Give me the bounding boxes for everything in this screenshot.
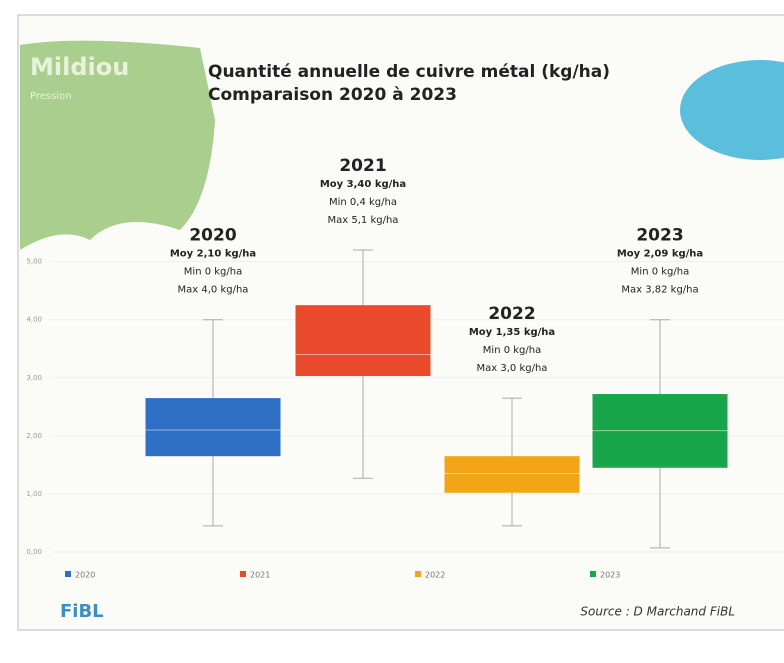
annotation: Max 4,0 kg/ha <box>178 285 249 296</box>
corner-title: Mildiou <box>30 53 129 81</box>
annotation: Moy 2,09 kg/ha <box>617 249 703 260</box>
y-tick-label: 0,00 <box>26 548 42 556</box>
y-tick-label: 1,00 <box>26 490 42 498</box>
annotation: Max 3,82 kg/ha <box>621 285 698 296</box>
corner-subtitle: Pression <box>30 91 72 102</box>
legend-label: 2021 <box>250 571 270 580</box>
logo: FiBL <box>60 601 104 622</box>
source: Source : D Marchand FiBL <box>580 605 735 619</box>
y-tick-label: 2,00 <box>26 432 42 440</box>
legend-swatch <box>65 571 71 577</box>
green-wash <box>20 40 215 250</box>
legend-swatch <box>240 571 246 577</box>
legend-label: 2020 <box>75 571 95 580</box>
annotation: Min 0 kg/ha <box>631 267 689 278</box>
legend-swatch <box>415 571 421 577</box>
year-label: 2021 <box>339 156 386 176</box>
y-tick-label: 5,00 <box>26 258 42 266</box>
annotation: Min 0,4 kg/ha <box>329 197 397 208</box>
year-label: 2020 <box>189 226 236 246</box>
year-label: 2023 <box>636 226 683 246</box>
annotation: Moy 3,40 kg/ha <box>320 179 406 190</box>
box <box>295 305 431 377</box>
annotation: Min 0 kg/ha <box>483 345 541 356</box>
chart-subtitle: Comparaison 2020 à 2023 <box>208 85 457 105</box>
y-tick-label: 4,00 <box>26 316 42 324</box>
y-tick-label: 3,00 <box>26 374 42 382</box>
year-label: 2022 <box>488 304 535 324</box>
annotation: Moy 1,35 kg/ha <box>469 327 555 338</box>
annotation: Moy 2,10 kg/ha <box>170 249 256 260</box>
annotation: Min 0 kg/ha <box>184 267 242 278</box>
annotation: Max 3,0 kg/ha <box>477 363 548 374</box>
annotation: Max 5,1 kg/ha <box>328 215 399 226</box>
legend-label: 2022 <box>425 571 445 580</box>
box <box>444 456 580 493</box>
legend-swatch <box>590 571 596 577</box>
blue-blob <box>680 60 784 160</box>
chart-title: Quantité annuelle de cuivre métal (kg/ha… <box>208 62 610 82</box>
legend-label: 2023 <box>600 571 620 580</box>
box <box>145 398 281 457</box>
